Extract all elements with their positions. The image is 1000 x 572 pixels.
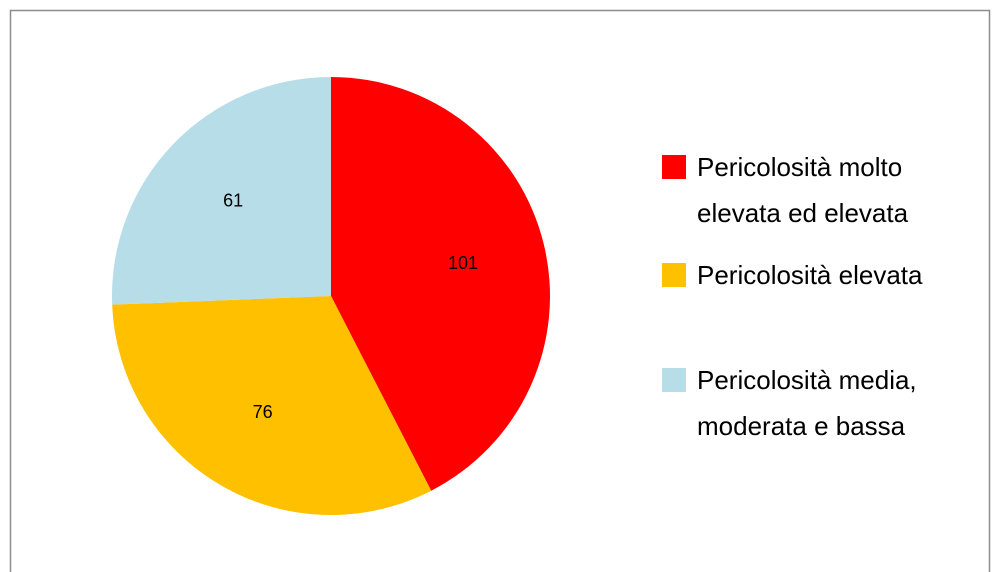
chart-border: [9, 9, 991, 572]
data-label: 101: [448, 253, 478, 273]
legend-label: Pericolosità media, moderata e bassa: [697, 365, 917, 441]
legend-swatch: [662, 368, 686, 392]
legend-label: Pericolosità molto elevata ed elevata: [697, 152, 909, 228]
pie-slice: [112, 77, 331, 305]
pie-slice: [112, 296, 432, 515]
legend-item: Pericolosità media, moderata e bassa: [662, 357, 992, 449]
legend-swatch: [662, 263, 686, 287]
legend-item: Pericolosità molto elevata ed elevata: [662, 144, 992, 236]
data-label: 61: [223, 191, 243, 211]
legend-swatch: [662, 155, 686, 179]
legend-item: Pericolosità elevata: [662, 252, 992, 298]
data-label: 76: [253, 402, 273, 422]
pie-slice: [331, 77, 550, 491]
legend-label: Pericolosità elevata: [697, 260, 923, 290]
